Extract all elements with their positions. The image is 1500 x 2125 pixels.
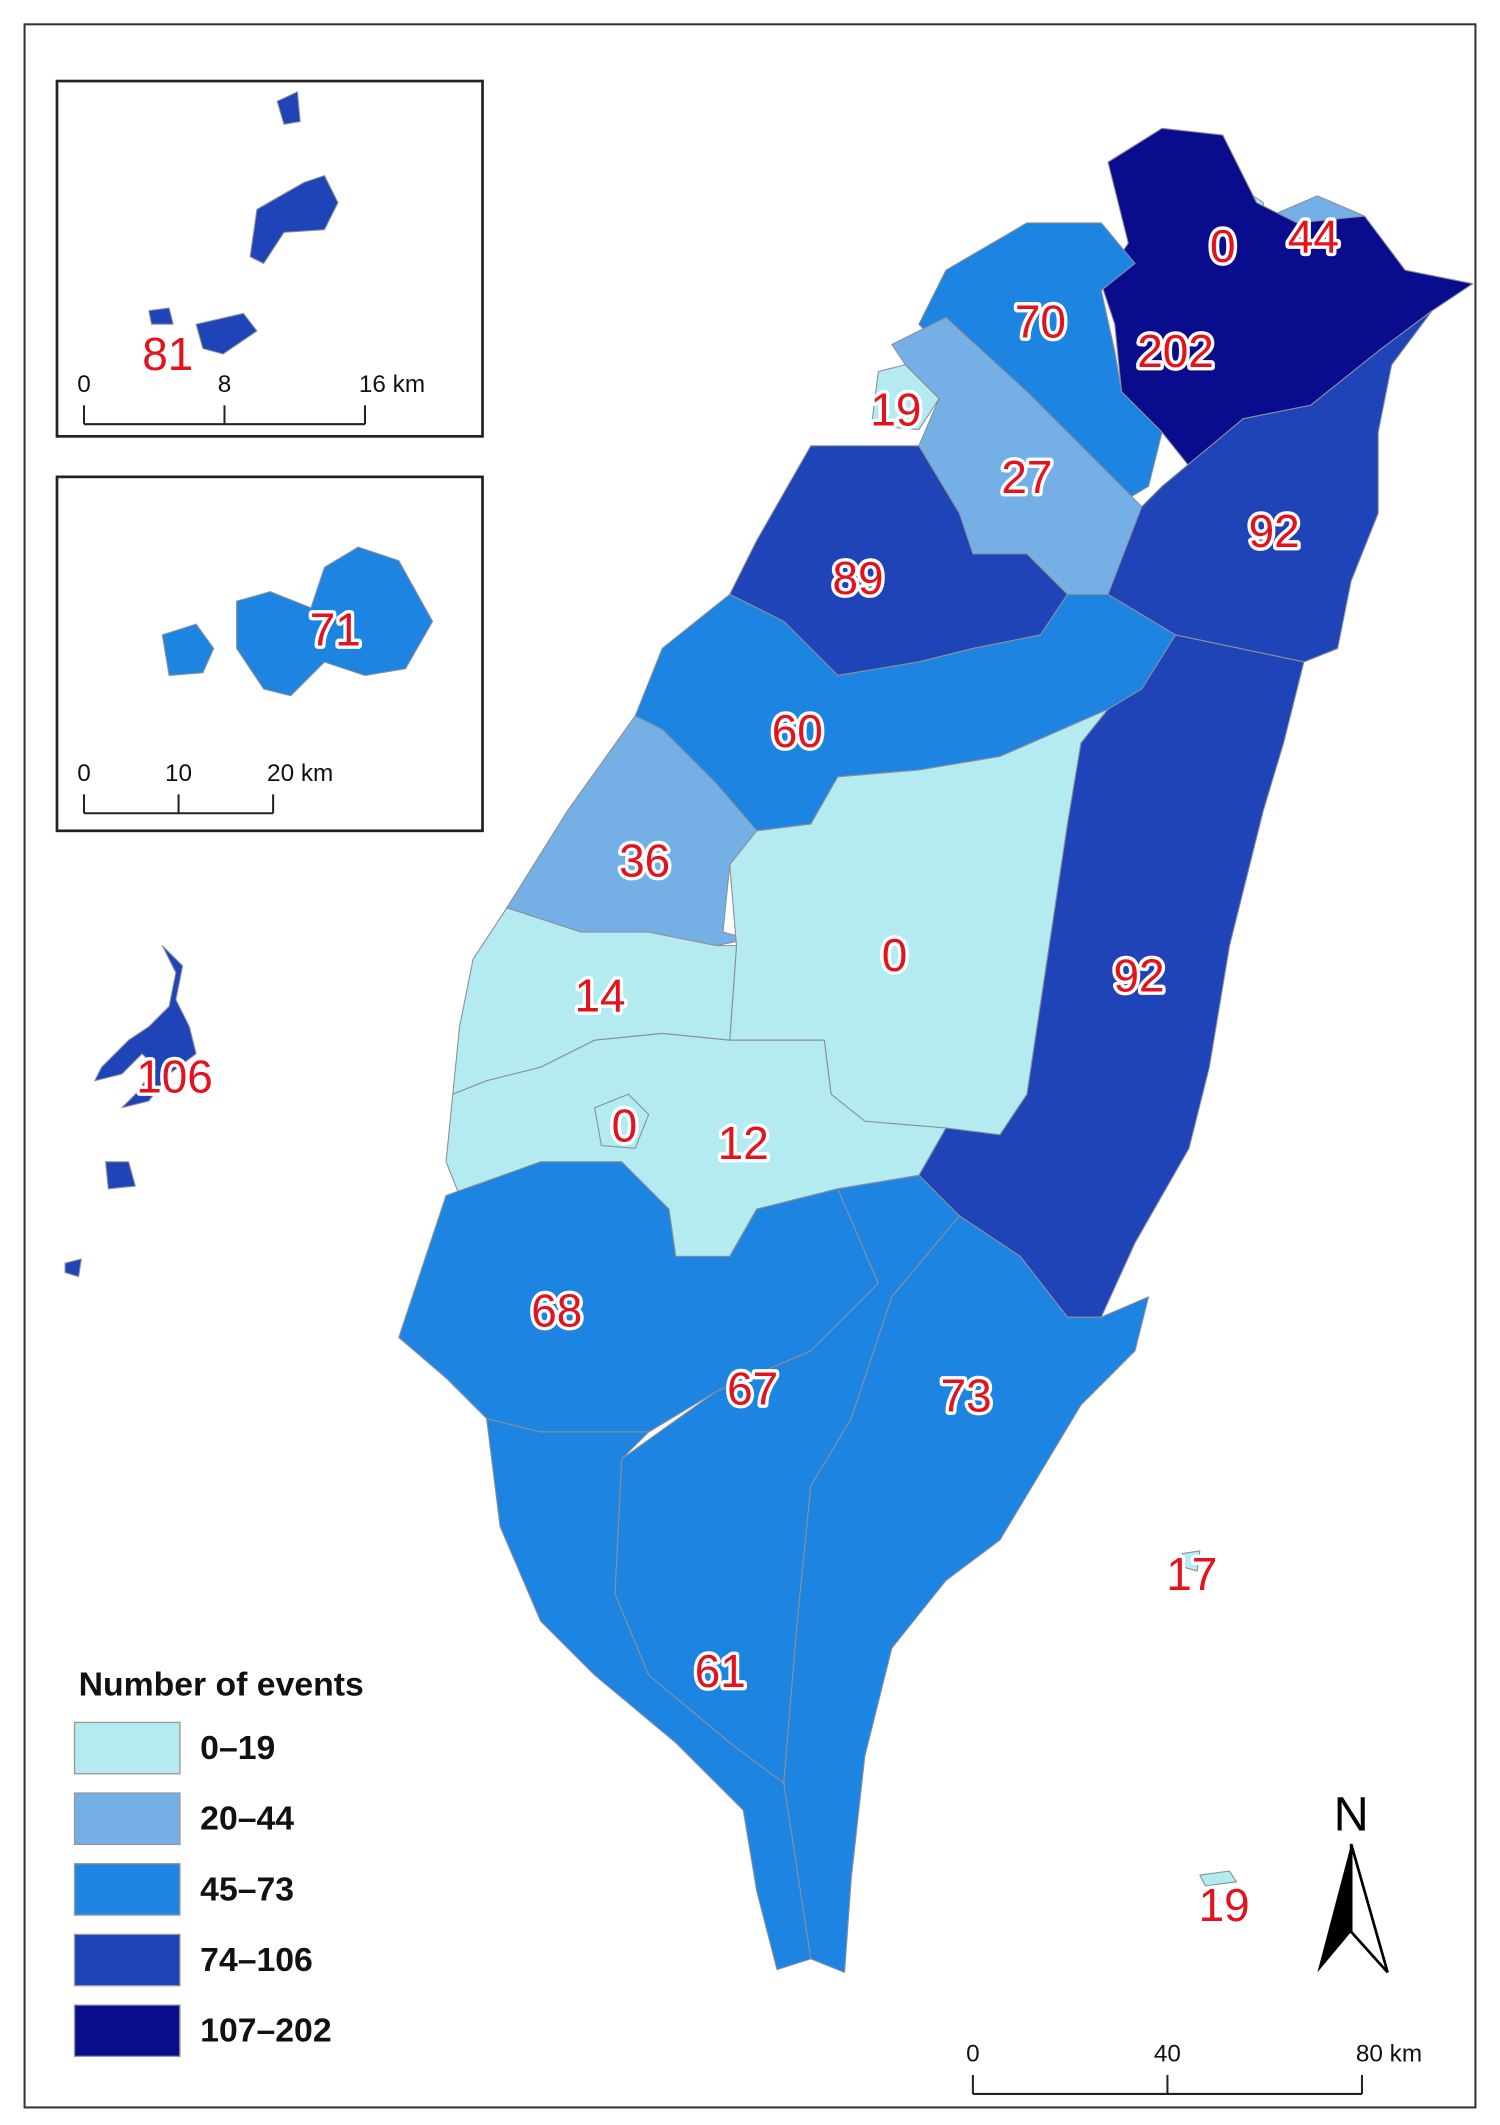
- region-label: 0: [1210, 220, 1236, 272]
- region-label: 68: [531, 1284, 582, 1336]
- legend-label: 0–19: [200, 1729, 275, 1767]
- region: [871, 364, 940, 431]
- scale-label: 40: [1154, 2041, 1181, 2068]
- legend: 0–19 20–44 45–73 74–106 107–202: [73, 1721, 332, 2058]
- legend-swatch: [73, 2004, 181, 2058]
- region-label: 92: [1249, 505, 1300, 557]
- region-label: 19: [1199, 1879, 1250, 1931]
- legend-title: Number of events: [79, 1666, 364, 1704]
- region-label: 202: [1137, 325, 1214, 377]
- scale-bars: 0 40 80 km 0 8 16 km 0 10 20 km: [77, 371, 1422, 2095]
- region-label: 19: [870, 383, 921, 435]
- region-label: 36: [619, 835, 670, 887]
- legend-label: 107–202: [200, 2012, 331, 2050]
- region-label: 73: [941, 1370, 992, 1422]
- legend-swatch: [73, 1933, 181, 1987]
- region: [1199, 1870, 1237, 1887]
- region-label: 44: [1288, 210, 1339, 262]
- scale-label: 16 km: [359, 371, 425, 398]
- legend-label: 20–44: [200, 1800, 294, 1838]
- region-label: 0: [612, 1099, 638, 1151]
- region: [148, 307, 174, 325]
- region-label: 71: [310, 604, 361, 656]
- north-label: N: [1334, 1787, 1369, 1841]
- scale-label: 80 km: [1356, 2041, 1422, 2068]
- region: [236, 546, 434, 697]
- scale-label: 8: [218, 371, 232, 398]
- legend-swatch: [73, 1792, 181, 1846]
- region-label: 17: [1166, 1548, 1217, 1600]
- region: [195, 312, 258, 355]
- region-labels: 0 44 202 70 19 27 92 89 60 36 0 92 14 12 0 68 67 73 61 17 19…: [133, 207, 1342, 1934]
- region: [161, 623, 215, 677]
- scale-label: 0: [77, 371, 91, 398]
- legend-label: 74–106: [200, 1941, 313, 1979]
- region-label: 0: [882, 929, 908, 981]
- region-label: 70: [1015, 296, 1066, 348]
- region: [1181, 1550, 1201, 1572]
- region: [486, 1417, 812, 1971]
- region: [64, 1258, 82, 1278]
- region-label: 81: [142, 328, 193, 380]
- region-label: 14: [575, 970, 626, 1022]
- region: [276, 91, 301, 125]
- legend-swatch: [73, 1721, 181, 1775]
- region-label: 92: [1114, 949, 1165, 1001]
- inset-frame: [55, 79, 484, 438]
- scale-label: 0: [77, 760, 91, 787]
- region-label: 27: [1001, 451, 1052, 503]
- region: [594, 1093, 650, 1149]
- region-label: 61: [695, 1645, 746, 1697]
- legend-swatch: [73, 1863, 181, 1916]
- region-label: 60: [772, 705, 823, 757]
- scale-label: 20 km: [267, 760, 333, 787]
- legend-label: 45–73: [200, 1870, 294, 1908]
- north-arrow: [1349, 1843, 1389, 1974]
- region-label: 67: [727, 1363, 778, 1415]
- region-label: 12: [718, 1117, 769, 1169]
- region: [94, 945, 197, 1109]
- scale-label: 0: [966, 2041, 980, 2068]
- regions: [64, 91, 1474, 1973]
- region: [249, 175, 339, 264]
- north-arrow: [1317, 1844, 1352, 1973]
- scale-label: 10: [165, 760, 192, 787]
- region-label: 89: [833, 552, 884, 604]
- region-label: 106: [136, 1051, 213, 1103]
- region: [105, 1161, 136, 1190]
- region: [783, 1215, 1150, 1973]
